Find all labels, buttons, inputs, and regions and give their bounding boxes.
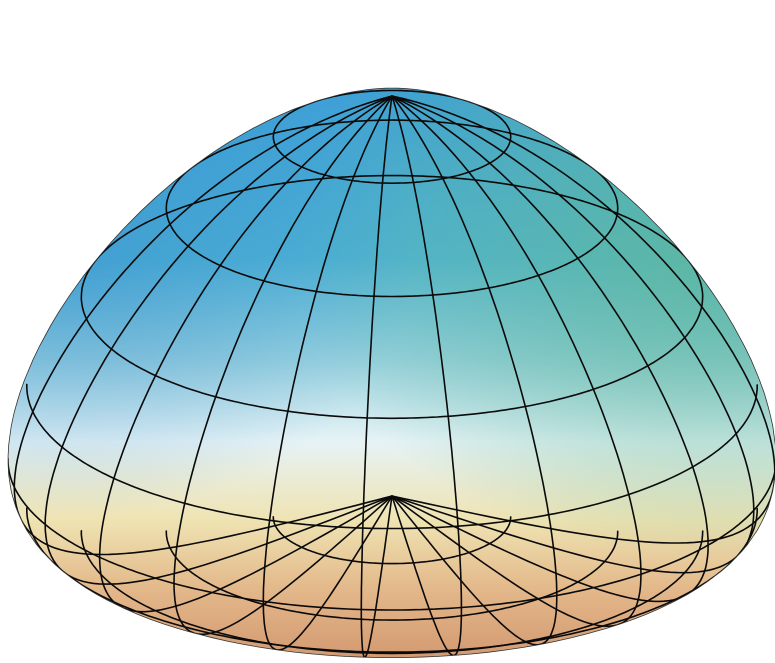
spheroid-surface bbox=[8, 88, 775, 658]
parallel-line bbox=[381, 516, 512, 565]
parallel-line bbox=[80, 530, 368, 654]
parallel-line bbox=[272, 89, 512, 184]
parallel-line bbox=[360, 458, 775, 611]
surface-grid bbox=[8, 89, 775, 658]
parallel-line bbox=[366, 530, 704, 655]
surface-shade-left bbox=[8, 88, 775, 658]
parallel-line bbox=[80, 174, 704, 420]
parallel-line bbox=[165, 530, 375, 621]
parallel-line bbox=[8, 457, 363, 611]
parallel-line bbox=[165, 119, 619, 298]
parallel-line bbox=[272, 516, 384, 565]
parallel-line bbox=[373, 530, 619, 621]
surface-outline bbox=[7, 87, 775, 658]
parallel-line bbox=[362, 384, 758, 530]
